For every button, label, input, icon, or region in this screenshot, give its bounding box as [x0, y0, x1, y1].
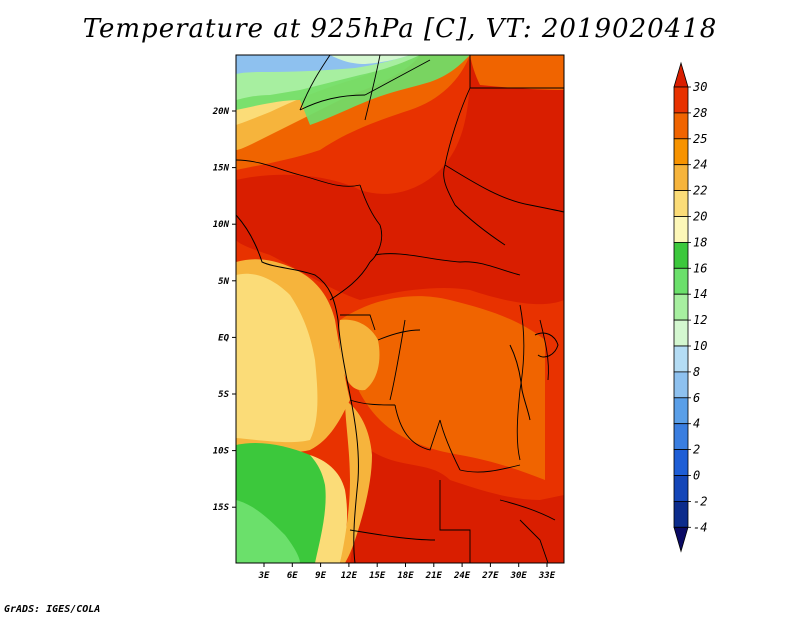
colorbar-label: -4	[693, 520, 707, 534]
lightgreen-southwest	[236, 500, 300, 563]
orange-angola-coast	[340, 400, 372, 563]
lon-tick-label: 18E	[397, 571, 414, 581]
colorbar-label: 30	[692, 80, 707, 94]
colorbar-segment	[673, 449, 689, 476]
map-frame	[235, 54, 565, 564]
colorbar-segment	[673, 112, 689, 140]
map-title: Temperature at 925hPa [C], VT: 201902041…	[82, 14, 718, 44]
colorbar-label: 20	[693, 210, 707, 224]
lon-tick-label: 15E	[369, 571, 386, 581]
colorbar-segment	[673, 267, 689, 295]
colorbar-segment	[673, 86, 689, 114]
yellow-southwest-fringe	[310, 455, 348, 563]
lon-tick-label: 21E	[425, 571, 443, 581]
colorbar-segment	[673, 216, 689, 243]
lat-tick-label: 20N	[212, 107, 230, 117]
colorbar-segment	[673, 500, 689, 528]
lon-tick-label: 3E	[258, 571, 270, 581]
lon-tick-label: 30E	[510, 571, 528, 581]
colorbar-segment	[673, 371, 689, 399]
colorbar-segment	[673, 164, 689, 191]
colorbar-label: 8	[693, 365, 700, 379]
lon-tick-label: 33E	[538, 571, 556, 581]
colorbar-segment	[673, 319, 689, 347]
lon-axis: 3E 6E 9E 12E 15E 18E 21E 24E 27E 30E 33E	[258, 563, 556, 581]
cool-gabon-coast	[339, 319, 380, 391]
coastlines	[236, 214, 559, 563]
colorbar-label: 12	[693, 313, 707, 327]
colorbar-label: 16	[693, 261, 707, 275]
colorbar-label: 0	[693, 469, 700, 483]
colorbar-segment	[673, 190, 689, 217]
colorbar-label: 24	[693, 158, 707, 172]
colorbar-label: -2	[693, 494, 707, 508]
colorbar-label: 4	[693, 417, 700, 431]
colorbar-segment	[673, 423, 689, 451]
cooler-atlantic	[236, 273, 318, 443]
colorbar-label: 2	[693, 443, 700, 457]
lon-tick-label: 24E	[453, 571, 471, 581]
lat-tick-label: 5N	[218, 277, 229, 287]
paleblue-band-north	[330, 55, 410, 64]
lat-tick-label: 5S	[218, 390, 229, 400]
lat-tick-label: 15N	[213, 164, 230, 174]
lat-tick-label: 10S	[213, 447, 230, 457]
lat-tick-label: 15S	[213, 503, 230, 513]
colorbar-label: 10	[693, 339, 707, 353]
hot-core-west-africa	[236, 60, 564, 305]
lon-tick-label: 6E	[287, 571, 298, 581]
colorbar-label: 6	[693, 391, 700, 405]
country-borders	[236, 55, 564, 563]
warm-ne-corner	[470, 55, 564, 90]
hot-core-south	[350, 450, 564, 563]
colorbar-bottom-arrow	[673, 526, 689, 553]
lat-axis: 20N 15N 10N 5N EQ 5S 10S 15S	[212, 107, 236, 513]
lat-tick-label: 10N	[213, 220, 230, 230]
warm-band-congo	[340, 296, 545, 480]
colorbar-label: 14	[693, 287, 707, 301]
colorbar-segment	[673, 241, 689, 269]
colorbar-segment	[673, 293, 689, 321]
colorbar-label: 25	[693, 132, 707, 146]
lat-tick-label: EQ	[218, 333, 229, 343]
grads-credit: GrADS: IGES/COLA	[4, 604, 101, 615]
colorbar-segment	[673, 397, 689, 425]
colorbar-label: 18	[693, 235, 707, 249]
colorbar-segment	[673, 138, 689, 166]
lon-tick-label: 9E	[315, 571, 326, 581]
colorbar-label: 28	[693, 106, 707, 120]
lon-tick-label: 27E	[481, 571, 499, 581]
colorbar-top-arrow	[673, 61, 689, 88]
colorbar-label: 22	[693, 184, 707, 198]
colorbar-segment	[673, 475, 689, 502]
temperature-field	[236, 55, 564, 563]
colorbar-segment	[673, 345, 689, 373]
lon-tick-label: 12E	[341, 571, 358, 581]
